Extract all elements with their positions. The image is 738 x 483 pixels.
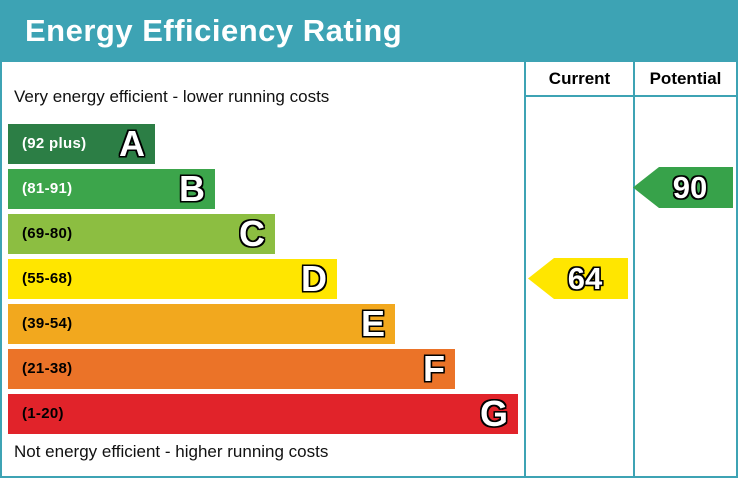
band-f-letter: F [423, 348, 445, 389]
title-bar: Energy Efficiency Rating [0, 0, 738, 62]
potential-column-header: Potential [649, 69, 722, 88]
band-f: (21-38) F [8, 349, 455, 389]
band-f-range: (21-38) [22, 360, 73, 377]
band-g: (1-20) G [8, 394, 518, 434]
top-note: Very energy efficient - lower running co… [14, 87, 330, 106]
potential-column-divider [633, 62, 635, 478]
band-a-letter: A [119, 123, 145, 164]
chart-border-frame [0, 62, 738, 478]
current-column-divider [524, 62, 526, 478]
potential-rating-value: 90 [672, 169, 708, 205]
current-column-header: Current [548, 69, 611, 88]
band-d-range: (55-68) [22, 270, 73, 287]
current-rating-value: 64 [567, 260, 603, 296]
band-d: (55-68) D [8, 259, 337, 299]
band-e-letter: E [360, 303, 385, 344]
band-e: (39-54) E [8, 304, 395, 344]
band-c-range: (69-80) [22, 225, 73, 242]
band-a-range: (92 plus) [22, 135, 87, 152]
band-b-range: (81-91) [22, 180, 73, 197]
band-c-letter: C [239, 213, 265, 254]
band-e-range: (39-54) [22, 315, 73, 332]
band-a: (92 plus) A [8, 124, 155, 164]
band-b: (81-91) B [8, 169, 215, 209]
bottom-note: Not energy efficient - higher running co… [14, 442, 329, 461]
band-c: (69-80) C [8, 214, 275, 254]
band-g-range: (1-20) [22, 405, 64, 422]
column-header-underline [524, 95, 736, 97]
band-b-letter: B [179, 168, 205, 209]
band-d-letter: D [301, 258, 327, 299]
band-g-letter: G [479, 393, 508, 434]
page-title: Energy Efficiency Rating [25, 13, 403, 48]
